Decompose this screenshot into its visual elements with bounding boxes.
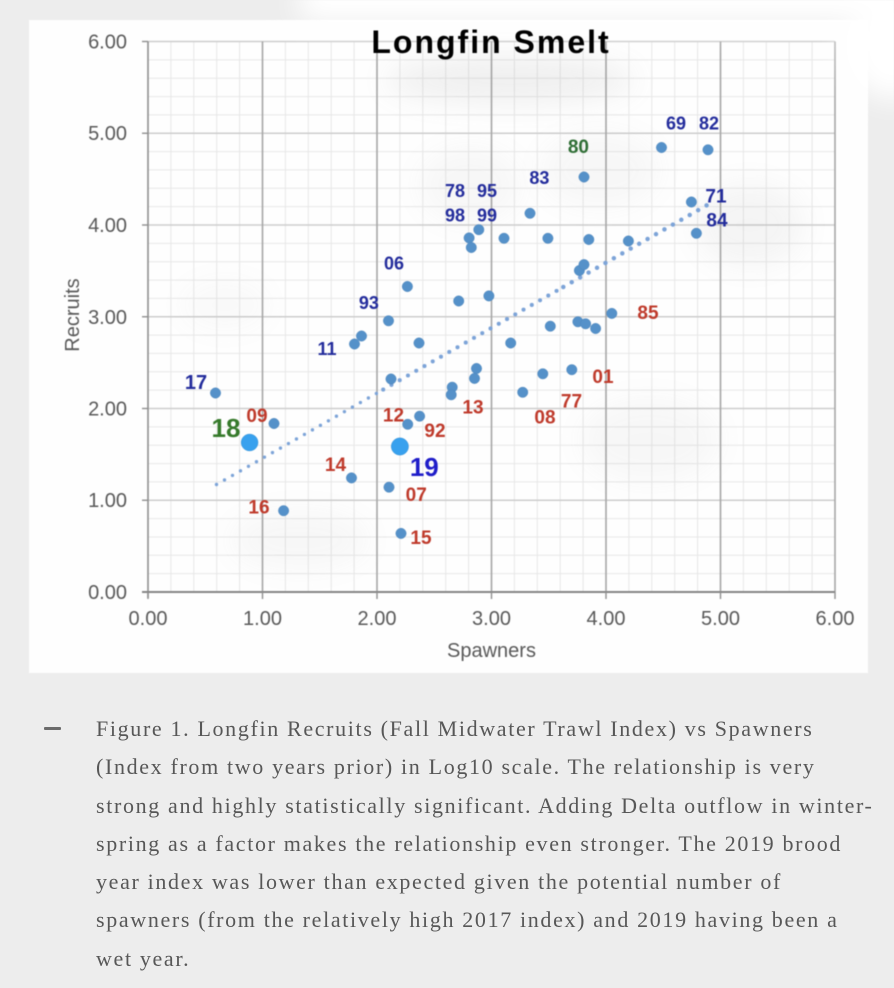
svg-text:4.00: 4.00 — [587, 608, 626, 630]
svg-text:Spawners: Spawners — [447, 640, 536, 662]
svg-text:6.00: 6.00 — [88, 32, 127, 54]
svg-text:78: 78 — [445, 181, 465, 201]
svg-text:Recruits: Recruits — [62, 278, 84, 351]
svg-text:Longfin Smelt: Longfin Smelt — [371, 24, 610, 60]
svg-text:85: 85 — [637, 303, 659, 324]
svg-text:69: 69 — [666, 114, 686, 134]
svg-text:14: 14 — [325, 455, 347, 476]
svg-text:98: 98 — [445, 206, 465, 226]
svg-text:18: 18 — [212, 413, 241, 443]
svg-text:19: 19 — [410, 452, 439, 482]
svg-text:0.00: 0.00 — [88, 582, 127, 604]
svg-text:83: 83 — [529, 168, 549, 188]
svg-text:82: 82 — [699, 114, 719, 134]
svg-text:2.00: 2.00 — [88, 399, 127, 421]
svg-text:2.00: 2.00 — [358, 608, 397, 630]
svg-text:5.00: 5.00 — [701, 608, 740, 630]
svg-text:99: 99 — [477, 206, 497, 226]
svg-text:92: 92 — [424, 421, 445, 442]
svg-text:0.00: 0.00 — [129, 608, 168, 630]
svg-text:3.00: 3.00 — [472, 608, 511, 630]
svg-text:01: 01 — [592, 367, 614, 388]
svg-text:95: 95 — [477, 181, 497, 201]
svg-text:6.00: 6.00 — [816, 608, 855, 630]
svg-text:08: 08 — [534, 407, 555, 428]
svg-text:3.00: 3.00 — [88, 307, 127, 329]
svg-text:84: 84 — [706, 211, 728, 232]
svg-text:12: 12 — [383, 405, 404, 426]
svg-text:93: 93 — [359, 293, 379, 313]
svg-text:80: 80 — [568, 137, 589, 158]
svg-text:16: 16 — [248, 498, 269, 519]
svg-text:77: 77 — [561, 391, 582, 412]
svg-text:09: 09 — [246, 406, 267, 427]
svg-text:4.00: 4.00 — [88, 215, 127, 237]
svg-text:06: 06 — [384, 253, 404, 273]
svg-text:1.00: 1.00 — [88, 490, 127, 512]
svg-text:11: 11 — [317, 339, 336, 359]
svg-text:1.00: 1.00 — [243, 608, 282, 630]
svg-text:15: 15 — [410, 528, 432, 549]
svg-text:71: 71 — [705, 186, 727, 207]
svg-text:5.00: 5.00 — [88, 123, 127, 145]
svg-text:13: 13 — [462, 397, 483, 418]
svg-text:17: 17 — [185, 372, 207, 394]
svg-text:07: 07 — [406, 485, 427, 506]
